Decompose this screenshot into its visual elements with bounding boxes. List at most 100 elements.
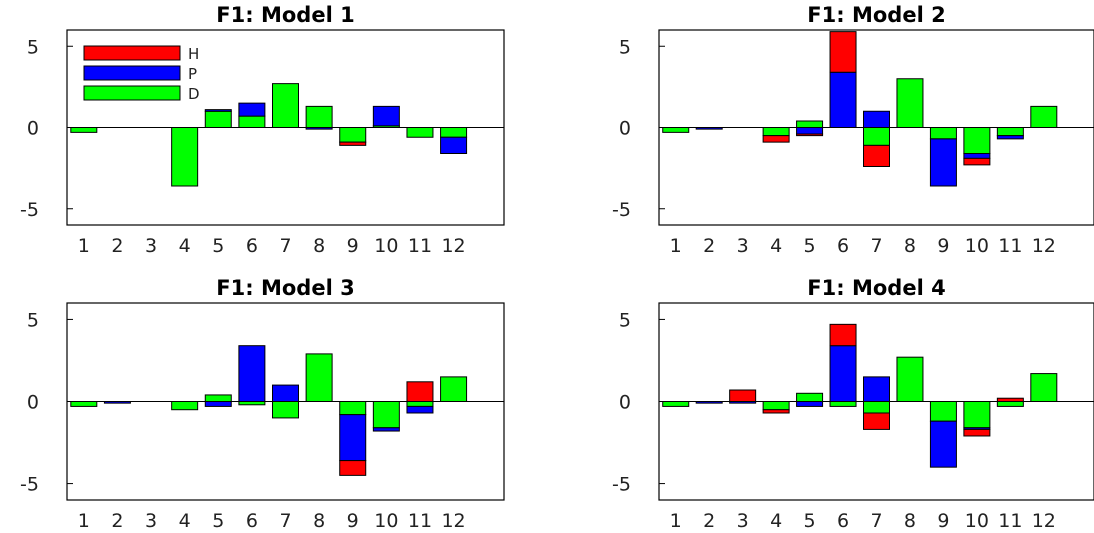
x-tick-label: 7 — [870, 510, 882, 532]
legend-label-P: P — [188, 65, 197, 83]
bar-D-12 — [1030, 373, 1058, 403]
panel-title: F1: Model 4 — [807, 276, 945, 300]
bar-H-5 — [796, 133, 824, 137]
x-tick-label: 10 — [374, 235, 398, 257]
bar-P-10 — [372, 427, 400, 432]
bar-D-12 — [440, 376, 468, 402]
x-tick-label: 9 — [347, 235, 359, 257]
x-tick-label: 10 — [965, 235, 989, 257]
bar-D-9 — [339, 127, 367, 143]
bar-H-4 — [762, 409, 790, 414]
x-tick-label: 2 — [111, 235, 123, 257]
x-tick-label: 8 — [904, 235, 916, 257]
bar-D-12 — [440, 127, 468, 138]
bar-P-5 — [796, 401, 824, 407]
y-tick-label: 0 — [27, 118, 39, 140]
x-tick-label: 11 — [408, 510, 432, 532]
legend-swatch-P — [83, 65, 181, 81]
x-tick-label: 9 — [937, 510, 949, 532]
x-tick-label: 4 — [179, 510, 191, 532]
bar-P-6 — [238, 345, 266, 402]
bar-H-6 — [829, 323, 857, 347]
x-tick-label: 8 — [904, 510, 916, 532]
bar-P-10 — [372, 105, 400, 127]
bar-D-12 — [1030, 105, 1058, 128]
bar-H-6 — [829, 31, 857, 73]
bar-D-6 — [238, 115, 266, 128]
x-tick-label: 11 — [998, 510, 1022, 532]
bar-D-5 — [796, 120, 824, 128]
bar-P-11 — [406, 405, 434, 414]
x-tick-label: 5 — [212, 510, 224, 532]
y-tick-label: 5 — [619, 36, 631, 58]
bar-D-5 — [204, 110, 232, 128]
x-tick-label: 7 — [870, 235, 882, 257]
x-tick-label: 11 — [408, 235, 432, 257]
x-tick-label: 5 — [804, 235, 816, 257]
x-tick-label: 1 — [78, 510, 90, 532]
bar-D-7 — [272, 83, 299, 128]
x-tick-label: 2 — [703, 510, 715, 532]
bar-D-4 — [762, 401, 790, 411]
bar-D-11 — [406, 127, 434, 138]
bar-D-10 — [963, 127, 991, 154]
bar-H-3 — [729, 389, 757, 402]
bar-D-1 — [70, 127, 98, 133]
x-tick-label: 12 — [1032, 235, 1056, 257]
panel-3: F1: Model 350-51 2 3 4 5 6 7 8 9 10 11 12 — [20, 276, 505, 532]
bar-D-1 — [662, 401, 690, 407]
x-tick-label: 6 — [246, 235, 258, 257]
bar-D-10 — [963, 401, 991, 429]
bar-D-6 — [829, 401, 857, 407]
x-tick-label: 12 — [441, 510, 465, 532]
x-tick-label: 5 — [212, 235, 224, 257]
bar-H-7 — [863, 144, 890, 167]
x-tick-label: 8 — [313, 510, 325, 532]
x-tick-label: 5 — [804, 510, 816, 532]
x-tick-label: 1 — [670, 235, 682, 257]
bar-D-10 — [372, 401, 400, 429]
x-tick-label: 6 — [246, 510, 258, 532]
bar-D-7 — [863, 401, 890, 414]
x-tick-label: 9 — [937, 235, 949, 257]
x-tick-label: 4 — [770, 235, 782, 257]
bar-H-10 — [963, 157, 991, 166]
x-tick-label: 3 — [737, 510, 749, 532]
x-tick-label: 12 — [1032, 510, 1056, 532]
x-tick-label: 4 — [179, 235, 191, 257]
panel-title: F1: Model 3 — [216, 276, 354, 300]
x-tick-label: 11 — [998, 235, 1022, 257]
bar-P-9 — [339, 414, 367, 462]
bar-D-8 — [305, 353, 333, 402]
panel-title: F1: Model 1 — [216, 3, 354, 27]
bar-D-1 — [70, 401, 98, 407]
legend: HPD — [83, 45, 200, 103]
x-tick-label: 2 — [703, 235, 715, 257]
bar-D-4 — [762, 127, 790, 137]
panel-1: F1: Model 150-51 2 3 4 5 6 7 8 9 10 11 12 — [20, 3, 505, 257]
bar-D-1 — [662, 127, 690, 133]
y-tick-label: -5 — [20, 474, 39, 496]
bar-H-9 — [339, 460, 367, 476]
legend-label-H: H — [188, 45, 199, 63]
bar-D-5 — [796, 392, 824, 402]
bar-P-7 — [863, 110, 890, 128]
panel-title: F1: Model 2 — [807, 3, 945, 27]
bar-P-10 — [963, 153, 991, 159]
bar-P-7 — [272, 384, 299, 403]
x-tick-label: 3 — [145, 235, 157, 257]
bar-D-9 — [339, 401, 367, 416]
x-tick-label: 10 — [374, 510, 398, 532]
x-tick-label: 7 — [279, 235, 291, 257]
x-tick-label: 9 — [347, 510, 359, 532]
x-tick-label: 4 — [770, 510, 782, 532]
y-tick-label: 5 — [27, 309, 39, 331]
x-tick-label: 1 — [670, 510, 682, 532]
bar-D-8 — [896, 78, 924, 128]
x-tick-label: 3 — [737, 235, 749, 257]
y-tick-label: -5 — [612, 199, 631, 221]
x-tick-label: 6 — [837, 510, 849, 532]
y-tick-label: 0 — [619, 118, 631, 140]
x-tick-label: 7 — [279, 510, 291, 532]
